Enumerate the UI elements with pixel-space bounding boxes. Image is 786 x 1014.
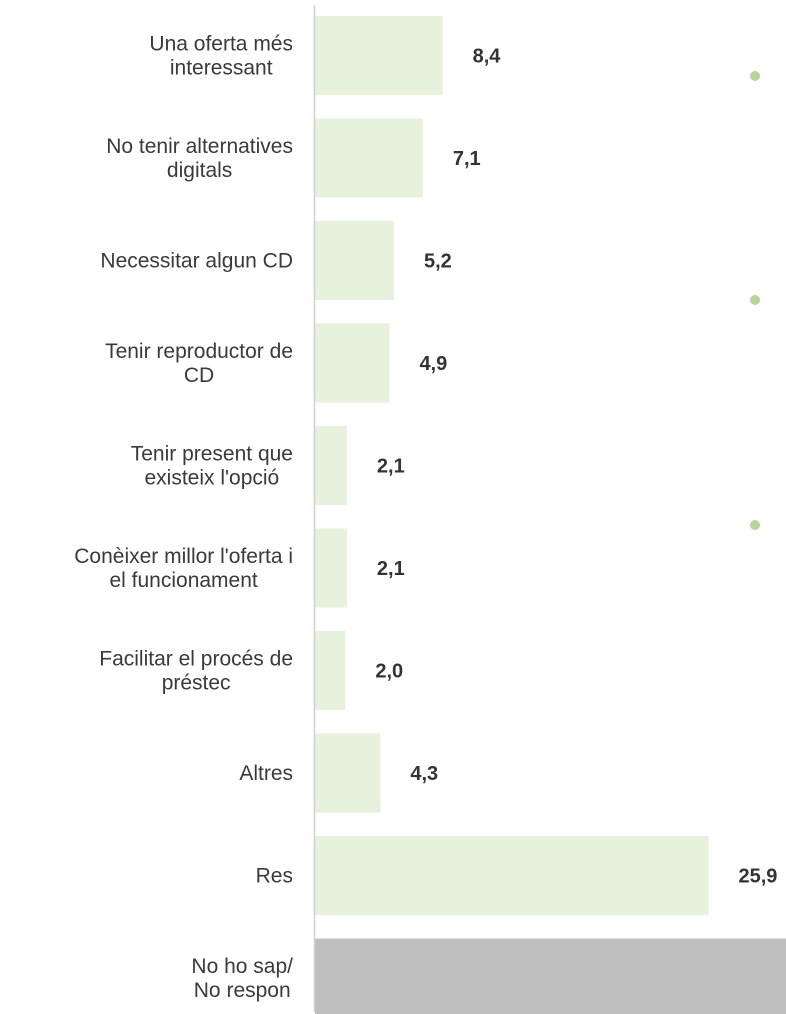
marker-dot-2: [750, 520, 760, 530]
category-labels-group: Una oferta més interessant No tenir altern…: [74, 33, 293, 1003]
value-label-0: 8,4: [473, 46, 502, 68]
value-label-5: 2,1: [377, 558, 405, 580]
marker-dot-0: [750, 71, 760, 81]
bar-1: [315, 118, 423, 198]
value-label-4: 2,1: [377, 456, 405, 478]
category-label-3: Tenir reproductor de CD: [105, 340, 293, 387]
category-label-2: Necessitar algun CD: [100, 250, 293, 273]
category-label-5: Conèixer millor l'oferta i el funcionamen…: [74, 545, 293, 592]
value-label-3: 4,9: [419, 353, 447, 375]
decorative-markers-group: [750, 71, 760, 530]
value-label-2: 5,2: [424, 251, 452, 273]
bar-8: [315, 836, 709, 915]
bar-0: [315, 16, 443, 95]
bars-group: [315, 16, 786, 1014]
category-label-8: Res: [256, 865, 293, 888]
category-label-0: Una oferta més interessant: [149, 33, 293, 80]
value-labels-group: 8,4 7,1 5,2 4,9 2,1 2,1 2,0 4,3 25,9: [375, 46, 777, 888]
bar-2: [315, 221, 395, 300]
value-label-1: 7,1: [453, 148, 481, 170]
category-label-4: Tenir present que existeix l'opció: [131, 443, 293, 490]
value-label-7: 4,3: [410, 763, 438, 785]
bar-5: [315, 528, 347, 608]
category-label-9: No ho sap/No respon: [191, 955, 293, 1002]
value-label-8: 25,9: [739, 866, 778, 888]
bar-9: [315, 938, 786, 1014]
bar-4: [315, 426, 347, 505]
marker-dot-1: [750, 295, 760, 305]
bar-6: [315, 631, 346, 710]
bar-7: [315, 733, 381, 813]
category-label-7: Altres: [239, 762, 293, 785]
bar-3: [315, 323, 390, 403]
category-label-1: No tenir alternatives digitals: [106, 135, 293, 182]
value-label-6: 2,0: [375, 661, 403, 683]
category-label-6: Facilitar el procés de préstec: [99, 648, 293, 695]
